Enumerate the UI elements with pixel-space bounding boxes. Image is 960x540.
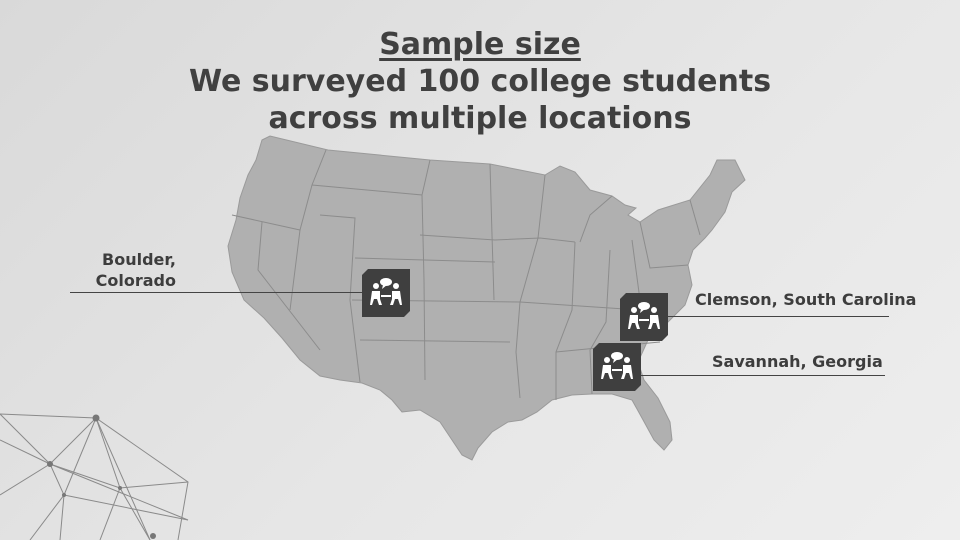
label-clemson: Clemson, South Carolina <box>695 290 917 309</box>
leader-line-boulder <box>70 292 370 293</box>
leader-line-savannah <box>630 375 885 376</box>
state-borders <box>231 149 701 400</box>
network-mesh-decoration <box>0 413 189 540</box>
people-talking-icon[interactable] <box>593 343 641 391</box>
title-heading: Sample size <box>379 27 581 62</box>
title-line-1: We surveyed 100 college students <box>188 64 772 99</box>
label-savannah: Savannah, Georgia <box>712 352 883 371</box>
label-boulder-line2: Colorado <box>95 271 176 290</box>
slide-title: Sample size We surveyed 100 college stud… <box>0 26 960 137</box>
label-boulder: Boulder, Colorado <box>86 249 176 291</box>
label-boulder-line1: Boulder, <box>102 250 176 269</box>
title-line-2: across multiple locations <box>268 101 692 136</box>
people-talking-icon[interactable] <box>620 293 668 341</box>
people-talking-icon[interactable] <box>362 269 410 317</box>
leader-line-clemson <box>660 316 889 317</box>
